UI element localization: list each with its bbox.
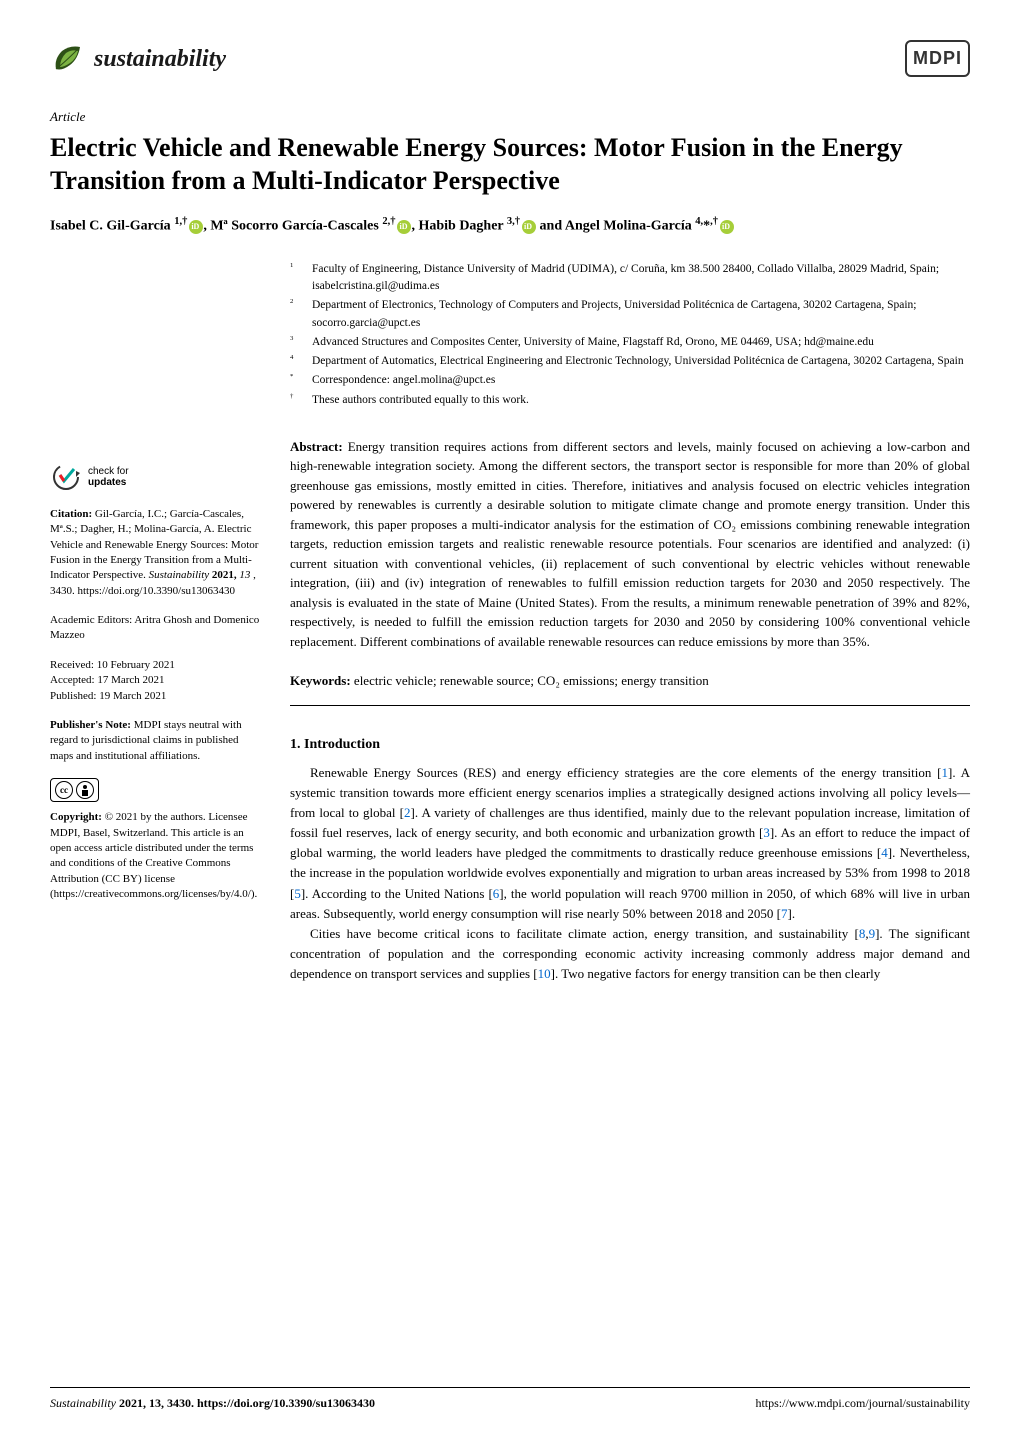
footer-right[interactable]: https://www.mdpi.com/journal/sustainabil… bbox=[755, 1394, 970, 1412]
orcid-icon[interactable] bbox=[522, 220, 536, 234]
affiliation-text: Department of Electronics, Technology of… bbox=[312, 297, 970, 332]
copyright-text: © 2021 by the authors. Licensee MDPI, Ba… bbox=[50, 811, 257, 900]
affiliation-text: Faculty of Engineering, Distance Univers… bbox=[312, 261, 970, 296]
affiliation-row: 1Faculty of Engineering, Distance Univer… bbox=[290, 261, 970, 296]
affiliation-marker: 2 bbox=[290, 297, 312, 332]
affiliation-marker: * bbox=[290, 372, 312, 389]
affiliation-marker: † bbox=[290, 392, 312, 409]
intro-paragraph-2: Cities have become critical icons to fac… bbox=[290, 924, 970, 984]
citation-block: Citation: Gil-García, I.C.; García-Casca… bbox=[50, 507, 260, 599]
article-title: Electric Vehicle and Renewable Energy So… bbox=[50, 131, 970, 199]
affiliation-row: 2Department of Electronics, Technology o… bbox=[290, 297, 970, 332]
leaf-icon bbox=[50, 41, 86, 77]
affiliation-row: 4Department of Automatics, Electrical En… bbox=[290, 353, 970, 370]
author-1: Isabel C. Gil-García bbox=[50, 219, 174, 234]
cc-badge[interactable]: cc bbox=[50, 778, 260, 802]
footer-left: Sustainability 2021, 13, 3430. https://d… bbox=[50, 1394, 375, 1412]
affiliation-marker: 4 bbox=[290, 353, 312, 370]
header-row: sustainability MDPI bbox=[50, 40, 970, 77]
abstract-label: Abstract: bbox=[290, 439, 343, 454]
date-received: Received: 10 February 2021 bbox=[50, 658, 260, 673]
dates-block: Received: 10 February 2021 Accepted: 17 … bbox=[50, 658, 260, 704]
mdpi-logo: MDPI bbox=[905, 40, 970, 77]
sidebar: check for updates Citation: Gil-García, … bbox=[50, 261, 260, 985]
affiliation-marker: 1 bbox=[290, 261, 312, 296]
orcid-icon[interactable] bbox=[189, 220, 203, 234]
check-for-updates[interactable]: check for updates bbox=[50, 461, 260, 493]
journal-logo: sustainability bbox=[50, 41, 226, 77]
keywords-text: electric vehicle; renewable source; CO₂ … bbox=[354, 673, 709, 688]
by-icon bbox=[76, 781, 94, 799]
journal-name: sustainability bbox=[94, 41, 226, 77]
page-footer: Sustainability 2021, 13, 3430. https://d… bbox=[50, 1387, 970, 1412]
check-updates-text: check for updates bbox=[88, 466, 129, 488]
affiliation-text: Department of Automatics, Electrical Eng… bbox=[312, 353, 970, 370]
license-block: cc Copyright: © 2021 by the authors. Lic… bbox=[50, 778, 260, 902]
editors-block: Academic Editors: Aritra Ghosh and Domen… bbox=[50, 613, 260, 644]
affiliation-row: †These authors contributed equally to th… bbox=[290, 392, 970, 409]
main-column: 1Faculty of Engineering, Distance Univer… bbox=[290, 261, 970, 985]
intro-paragraph-1: Renewable Energy Sources (RES) and energ… bbox=[290, 763, 970, 924]
cc-icon: cc bbox=[55, 781, 73, 799]
affiliations: 1Faculty of Engineering, Distance Univer… bbox=[290, 261, 970, 409]
authors-line: Isabel C. Gil-García 1,†, Mª Socorro Gar… bbox=[50, 214, 970, 237]
orcid-icon[interactable] bbox=[397, 220, 411, 234]
orcid-icon[interactable] bbox=[720, 220, 734, 234]
keywords: Keywords: electric vehicle; renewable so… bbox=[290, 671, 970, 706]
affiliation-text: Advanced Structures and Composites Cente… bbox=[312, 334, 970, 351]
article-type: Article bbox=[50, 107, 970, 127]
author-2: Mª Socorro García-Cascales bbox=[210, 219, 382, 234]
copyright-label: Copyright: bbox=[50, 811, 102, 823]
keywords-label: Keywords: bbox=[290, 673, 351, 688]
note-label: Publisher's Note: bbox=[50, 719, 131, 731]
author-4: Angel Molina-García bbox=[565, 219, 695, 234]
abstract: Abstract: Energy transition requires act… bbox=[290, 437, 970, 652]
citation-year: 2021, bbox=[212, 569, 240, 581]
date-accepted: Accepted: 17 March 2021 bbox=[50, 673, 260, 688]
affiliation-text: Correspondence: angel.molina@upct.es bbox=[312, 372, 970, 389]
section-1-heading: 1. Introduction bbox=[290, 734, 970, 755]
affiliation-row: *Correspondence: angel.molina@upct.es bbox=[290, 372, 970, 389]
affiliation-row: 3Advanced Structures and Composites Cent… bbox=[290, 334, 970, 351]
check-updates-icon bbox=[50, 461, 82, 493]
citation-journal: Sustainability bbox=[149, 569, 210, 581]
affiliation-marker: 3 bbox=[290, 334, 312, 351]
author-3: Habib Dagher bbox=[418, 219, 506, 234]
ref-link-10[interactable]: 10 bbox=[538, 966, 551, 981]
abstract-text: Energy transition requires actions from … bbox=[290, 439, 970, 649]
editors-label: Academic Editors: bbox=[50, 614, 134, 626]
citation-label: Citation: bbox=[50, 508, 92, 520]
affiliation-text: These authors contributed equally to thi… bbox=[312, 392, 970, 409]
date-published: Published: 19 March 2021 bbox=[50, 689, 260, 704]
publishers-note: Publisher's Note: MDPI stays neutral wit… bbox=[50, 718, 260, 764]
citation-vol: 13 bbox=[239, 569, 250, 581]
